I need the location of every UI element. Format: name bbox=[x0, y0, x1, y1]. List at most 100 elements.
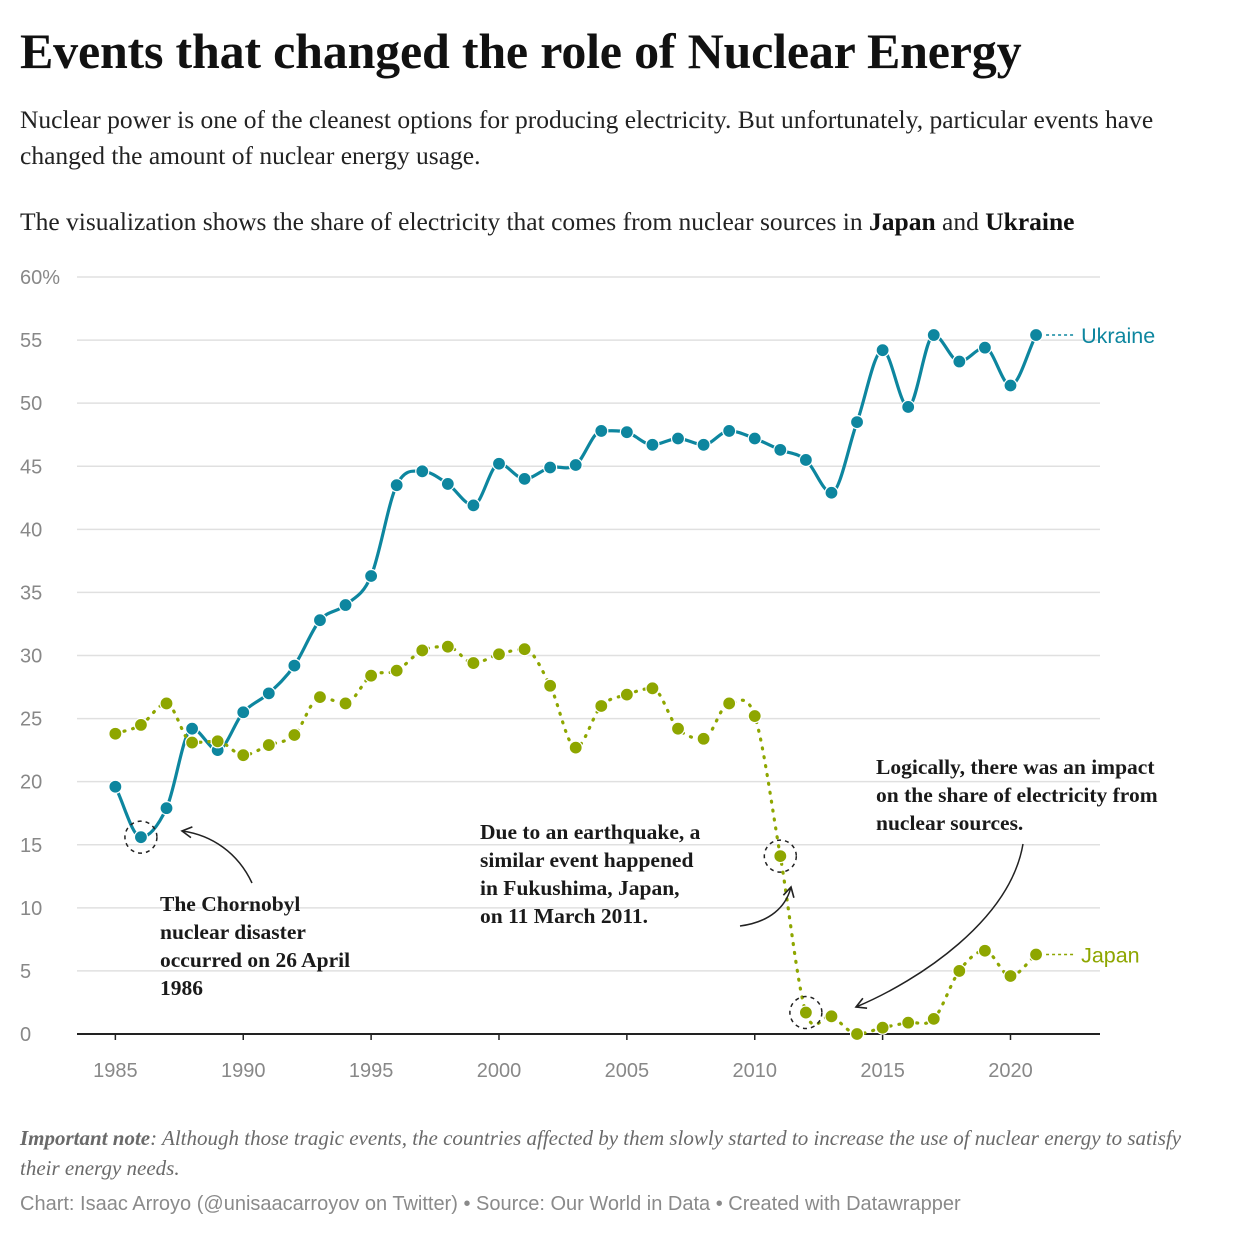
data-point-ukraine bbox=[491, 456, 507, 471]
data-point-ukraine bbox=[619, 425, 634, 440]
data-point-ukraine bbox=[440, 476, 455, 492]
data-point-japan bbox=[952, 963, 967, 979]
data-point-ukraine bbox=[1003, 378, 1018, 393]
data-point-japan bbox=[364, 668, 379, 683]
chart-title: Events that changed the role of Nuclear … bbox=[20, 23, 1022, 79]
x-tick-label: 1985 bbox=[93, 1060, 138, 1082]
data-point-japan bbox=[645, 681, 660, 696]
x-tick-label: 1995 bbox=[349, 1060, 394, 1082]
data-point-ukraine bbox=[594, 423, 609, 439]
data-point-japan bbox=[1003, 968, 1018, 984]
y-tick-label: 0 bbox=[20, 1024, 31, 1046]
description-country-ukraine: Ukraine bbox=[985, 207, 1075, 236]
y-tick-label: 15 bbox=[20, 835, 42, 857]
data-point-ukraine bbox=[159, 801, 174, 816]
x-tick-label: 1990 bbox=[221, 1060, 266, 1082]
y-tick-label: 25 bbox=[20, 709, 42, 731]
data-point-ukraine bbox=[312, 613, 328, 628]
data-point-japan bbox=[415, 643, 430, 658]
highlight-circle bbox=[763, 839, 798, 873]
annotation-line: nuclear sources. bbox=[876, 811, 1023, 835]
x-tick-label: 2000 bbox=[477, 1060, 522, 1082]
y-tick-label: 30 bbox=[20, 646, 42, 668]
data-point-ukraine bbox=[338, 597, 353, 613]
footnote-label: Important note bbox=[20, 1126, 151, 1150]
data-point-japan bbox=[108, 726, 123, 741]
series-label-japan: Japan bbox=[1081, 944, 1140, 968]
description-and: and bbox=[935, 207, 986, 236]
annotation-line: in Fukushima, Japan, bbox=[480, 876, 680, 900]
data-point-ukraine bbox=[773, 442, 788, 457]
data-point-japan bbox=[901, 1015, 916, 1030]
y-tick-label: 20 bbox=[20, 772, 42, 794]
chart-description: The visualization shows the share of ele… bbox=[20, 207, 1230, 237]
data-point-ukraine bbox=[261, 686, 276, 701]
annotation-arrow-chornobyl bbox=[180, 826, 253, 884]
y-tick-label: 40 bbox=[20, 519, 42, 541]
series-labels: Ukraine Japan bbox=[1046, 324, 1155, 968]
data-point-japan bbox=[926, 1011, 941, 1026]
x-tick-label: 2005 bbox=[605, 1060, 650, 1082]
data-point-japan bbox=[594, 698, 609, 714]
annotation-impact: Logically, there was an impact on the sha… bbox=[876, 755, 1158, 835]
annotation-line: similar event happened bbox=[480, 848, 693, 872]
annotation-line: The Chornobyl bbox=[160, 892, 300, 916]
data-point-ukraine bbox=[364, 568, 379, 584]
description-country-japan: Japan bbox=[869, 207, 936, 236]
data-point-ukraine bbox=[696, 437, 711, 452]
data-point-japan bbox=[670, 721, 686, 736]
series-label-ukraine: Ukraine bbox=[1081, 324, 1155, 348]
data-point-ukraine bbox=[875, 343, 890, 358]
data-point-japan bbox=[389, 663, 404, 678]
data-point-japan bbox=[491, 647, 507, 662]
annotation-arrow-impact bbox=[854, 843, 1024, 1010]
data-point-ukraine bbox=[287, 658, 302, 673]
annotation-line: nuclear disaster bbox=[160, 920, 306, 944]
data-point-japan bbox=[619, 687, 634, 702]
annotation-line: Logically, there was an impact bbox=[876, 755, 1155, 779]
data-point-japan bbox=[159, 696, 174, 711]
y-tick-label: 50 bbox=[20, 393, 42, 415]
data-point-japan bbox=[849, 1026, 865, 1042]
data-point-ukraine bbox=[466, 498, 481, 513]
data-point-ukraine bbox=[133, 830, 149, 845]
series-japan bbox=[108, 639, 1044, 1042]
data-point-ukraine bbox=[108, 779, 123, 794]
annotation-chornobyl: The Chornobyl nuclear disaster occurred on… bbox=[160, 892, 350, 1000]
line-chart: 0 5 10 15 20 25 30 35 40 45 50 55 60% 1985 1990 1995 200… bbox=[20, 267, 1158, 1082]
annotation-line: on 11 March 2011. bbox=[480, 904, 648, 928]
y-tick-label: 45 bbox=[20, 456, 42, 478]
annotation-fukushima: Due to an earthquake, a similar event hap… bbox=[480, 820, 701, 928]
data-point-ukraine bbox=[415, 464, 430, 479]
highlight-circle bbox=[124, 820, 158, 854]
data-point-ukraine bbox=[645, 437, 660, 452]
data-point-japan bbox=[440, 639, 455, 654]
series-ukraine bbox=[108, 327, 1044, 845]
data-point-japan bbox=[773, 849, 788, 864]
y-tick-label: 10 bbox=[20, 898, 42, 920]
description-prefix: The visualization shows the share of ele… bbox=[20, 207, 870, 236]
footnote-text: : Although those tragic events, the coun… bbox=[20, 1126, 1182, 1180]
x-tick-label: 2015 bbox=[860, 1060, 905, 1082]
data-point-ukraine bbox=[901, 399, 916, 415]
data-point-japan bbox=[747, 708, 762, 724]
data-point-ukraine bbox=[798, 452, 813, 468]
data-point-ukraine bbox=[389, 478, 404, 493]
y-tick-label: 5 bbox=[20, 961, 31, 983]
data-point-ukraine bbox=[543, 460, 558, 475]
data-point-ukraine bbox=[184, 721, 200, 736]
highlight-circle bbox=[789, 995, 823, 1030]
source-credit: Chart: Isaac Arroyo (@unisaacarroyov on … bbox=[20, 1193, 961, 1215]
data-point-ukraine bbox=[236, 705, 251, 720]
data-point-japan bbox=[210, 734, 225, 749]
annotation-line: on the share of electricity from bbox=[876, 783, 1158, 807]
data-point-japan bbox=[287, 727, 302, 743]
data-point-japan bbox=[236, 748, 251, 763]
data-point-japan bbox=[875, 1020, 890, 1035]
data-point-japan bbox=[798, 1005, 813, 1020]
axes: 0 5 10 15 20 25 30 35 40 45 50 55 60% 1985 1990 1995 200… bbox=[20, 267, 1100, 1082]
annotation-line: occurred on 26 April bbox=[160, 948, 350, 972]
x-tick-label: 2010 bbox=[732, 1060, 777, 1082]
annotation-line: Due to an earthquake, a bbox=[480, 820, 701, 844]
data-point-ukraine bbox=[517, 471, 532, 486]
